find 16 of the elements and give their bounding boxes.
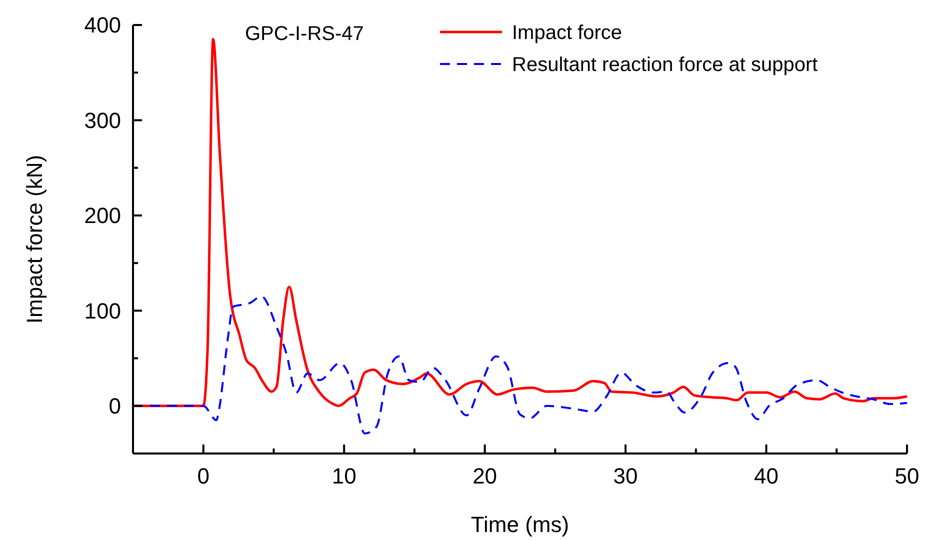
y-tick-label: 0 [108, 394, 121, 419]
x-axis-title: Time (ms) [470, 512, 570, 537]
x-tick-label: 10 [332, 464, 356, 488]
x-tick-label: 40 [754, 464, 779, 488]
x-tick-label: 30 [613, 464, 638, 488]
y-tick-label: 400 [84, 12, 121, 38]
x-tick-label: 50 [894, 464, 920, 488]
y-tick-label: 300 [84, 108, 121, 133]
y-tick-label: 100 [84, 298, 121, 324]
y-tick-label: 200 [84, 203, 121, 228]
y-axis-title: Impact force (kN) [22, 154, 47, 324]
x-tick-label: 0 [197, 464, 210, 488]
legend-label: Impact force [512, 22, 622, 44]
legend-label: Resultant reaction force at support [512, 54, 818, 76]
annotation: GPC-I-RS-47 [245, 23, 364, 45]
x-tick-label: 20 [472, 464, 498, 488]
